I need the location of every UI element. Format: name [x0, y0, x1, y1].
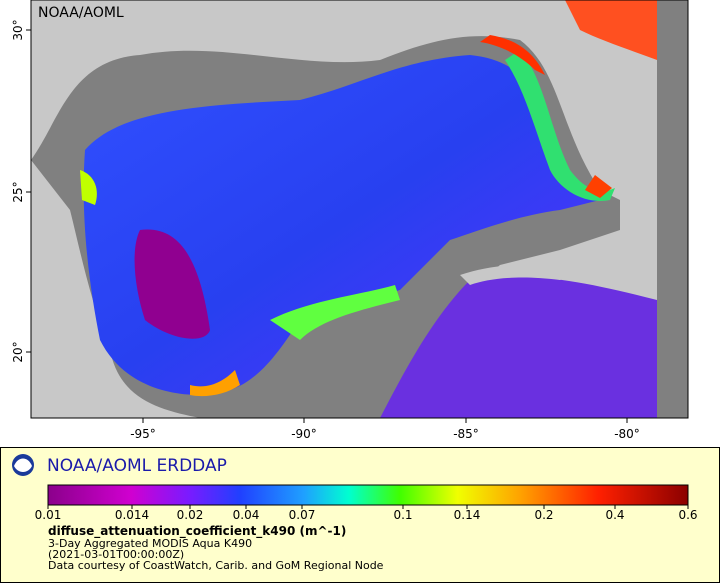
map-frame — [30, 0, 689, 419]
colorbar-tick-label: 0.01 — [35, 508, 62, 522]
east-no-data — [657, 0, 688, 418]
watermark: NOAA/AOML — [38, 5, 124, 21]
variable-name: diffuse_attenuation_coefficient_k490 (m^… — [48, 524, 346, 539]
colorbar-tick-label: 0.6 — [678, 508, 697, 522]
colorbar-ticks: 0.01 0.014 0.02 0.04 0.07 0.1 0.14 0.2 0.4 0.6 — [35, 505, 698, 522]
yucatan-shelf — [270, 285, 400, 340]
caption-line: 3-Day Aggregated MODIS Aqua K490 — [48, 537, 252, 550]
florida-bay — [585, 175, 612, 198]
colorbar-tick-label: 0.14 — [454, 508, 481, 522]
lon-label: -80° — [614, 427, 640, 441]
legend-panel: NOAA/AOML ERDDAP 0.01 0.014 0.02 0.04 0.07 0.… — [0, 447, 720, 583]
atlantic-coast — [565, 0, 657, 60]
noaa-logo-bird — [14, 458, 32, 472]
colorbar-tick-label: 0.02 — [177, 508, 204, 522]
colorbar — [47, 484, 689, 506]
colorbar-tick-label: 0.1 — [393, 508, 412, 522]
caption-line: Data courtesy of CoastWatch, Carib. and … — [48, 559, 384, 572]
lon-label: -85° — [453, 427, 479, 441]
colorbar-tick-label: 0.4 — [605, 508, 624, 522]
panhandle-coast — [480, 35, 545, 75]
colorbar-tick-label: 0.04 — [233, 508, 260, 522]
data-region — [83, 55, 601, 395]
lon-label: -90° — [291, 427, 317, 441]
campeche-coast — [190, 370, 240, 397]
colorbar-tick-label: 0.014 — [115, 508, 149, 522]
legend-background — [0, 447, 720, 583]
map: NOAA/AOML — [30, 0, 689, 419]
colorbar-tick-label: 0.07 — [289, 508, 316, 522]
legend-title: NOAA/AOML ERDDAP — [47, 456, 227, 476]
caribbean-data — [380, 276, 657, 418]
lon-label: -95° — [130, 427, 156, 441]
lat-label: 25° — [11, 181, 25, 202]
axis-ticks: 30° 25° 20° -95° -90° -85° -80° — [11, 19, 640, 441]
colorbar-tick-label: 0.2 — [534, 508, 553, 522]
lat-label: 30° — [11, 19, 25, 40]
florida-shelf — [505, 50, 615, 201]
lat-label: 20° — [11, 341, 25, 362]
caption-line: (2021-03-01T00:00:00Z) — [48, 548, 184, 561]
low-k490-patch — [134, 229, 210, 339]
texas-coast — [80, 170, 97, 205]
cuba — [460, 264, 580, 285]
